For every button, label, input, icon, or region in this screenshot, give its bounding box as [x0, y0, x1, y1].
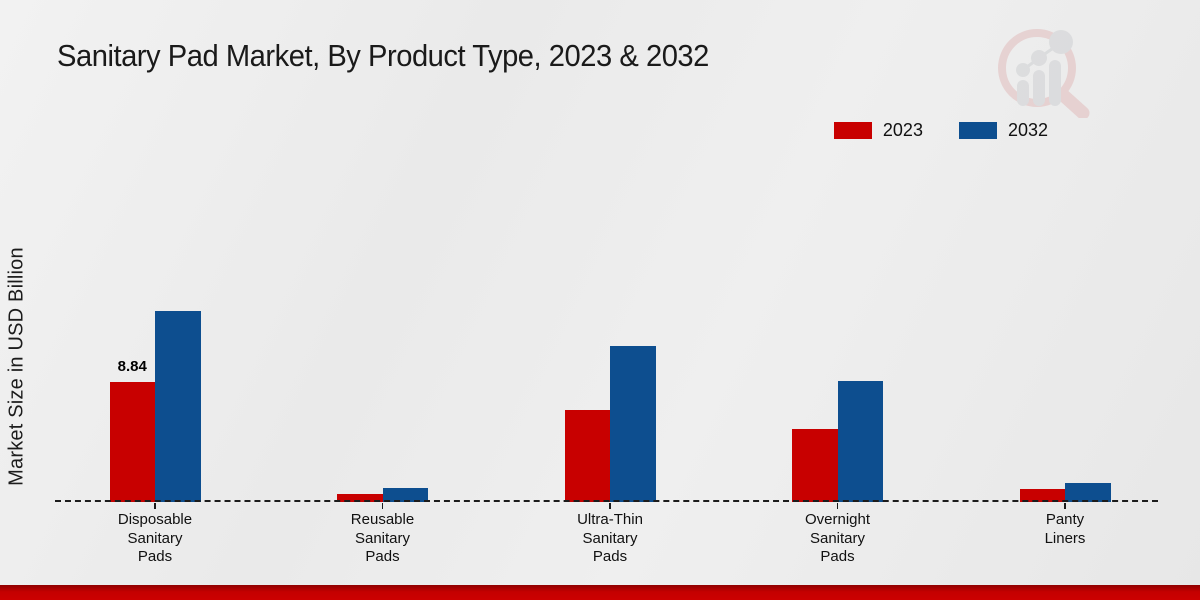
magnifier-handle-icon	[1056, 88, 1090, 118]
x-axis-tick	[154, 503, 156, 509]
category-label-ultra-thin-sanitary-pads: Ultra-Thin Sanitary Pads	[577, 511, 643, 565]
x-axis-tick	[836, 503, 839, 509]
logo-dot1-icon	[1016, 63, 1030, 77]
value-label-2023-disposable-sanitary-pads: 8.84	[117, 358, 147, 375]
bar-2023-overnight-sanitary-pads	[792, 428, 838, 502]
legend-swatch-2032	[958, 122, 997, 139]
x-axis-baseline	[55, 500, 1158, 502]
category-label-disposable-sanitary-pads: Disposable Sanitary Pads	[117, 511, 193, 565]
logo-bar3-icon	[1049, 60, 1061, 106]
bar-2032-reusable-sanitary-pads	[382, 488, 428, 502]
legend-label-2023: 2023	[882, 120, 923, 140]
category-label-reusable-sanitary-pads: Reusable Sanitary Pads	[350, 511, 415, 565]
bar-2032-overnight-sanitary-pads	[837, 381, 883, 502]
legend: 2023 2032	[833, 120, 1048, 141]
category-label-panty-liners: Panty Liners	[1044, 511, 1086, 547]
logo-dot3-icon	[1049, 30, 1073, 54]
legend-item-2023: 2023	[833, 120, 923, 141]
growth-line-icon	[1022, 56, 1040, 72]
market-research-logo-watermark	[998, 29, 1090, 118]
bar-2023-disposable-sanitary-pads	[109, 382, 155, 502]
bar-2023-ultra-thin-sanitary-pads	[564, 409, 610, 502]
x-axis-tick	[1064, 503, 1066, 509]
bottom-accent-strip	[0, 585, 1200, 600]
legend-swatch-2023	[833, 122, 872, 139]
logo-bar2-icon	[1033, 70, 1045, 106]
bar-2032-panty-liners	[1065, 482, 1111, 502]
bar-2023-reusable-sanitary-pads	[337, 493, 383, 502]
x-axis-tick	[609, 503, 611, 509]
bar-2032-disposable-sanitary-pads	[155, 310, 201, 502]
legend-item-2032: 2032	[958, 120, 1048, 141]
legend-label-2032: 2032	[1007, 120, 1048, 140]
bar-2032-ultra-thin-sanitary-pads	[610, 345, 656, 502]
x-axis-tick	[381, 503, 384, 509]
magnifier-lens-icon	[998, 29, 1076, 107]
logo-dot2-icon	[1031, 50, 1047, 66]
logo-bar1-icon	[1017, 80, 1029, 106]
growth-line2-icon	[1038, 42, 1060, 60]
chart-title: Sanitary Pad Market, By Product Type, 20…	[57, 38, 709, 73]
bar-2023-panty-liners	[1019, 489, 1065, 502]
category-label-overnight-sanitary-pads: Overnight Sanitary Pads	[804, 511, 871, 565]
